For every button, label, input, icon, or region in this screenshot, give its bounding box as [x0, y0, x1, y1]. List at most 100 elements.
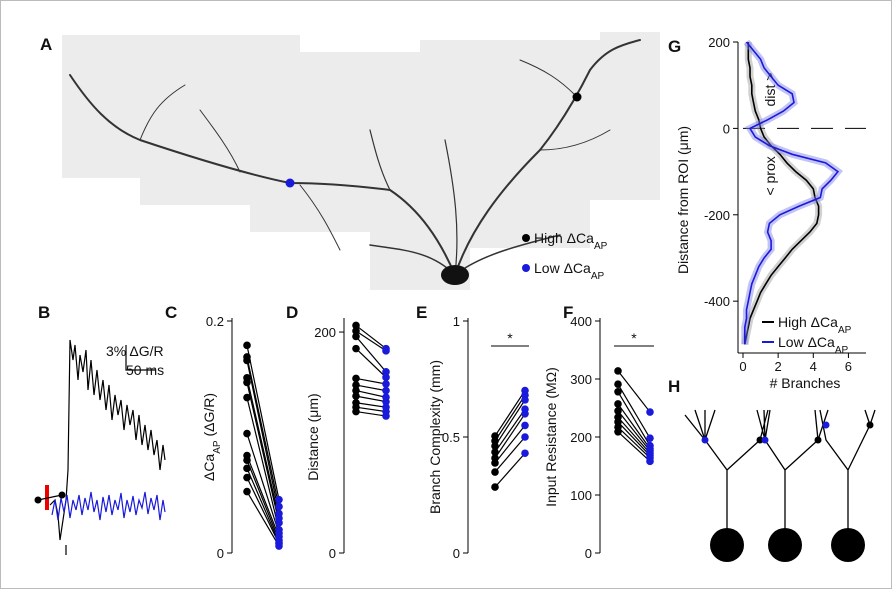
dot: [243, 341, 251, 350]
dot: [614, 427, 622, 436]
dot: [243, 464, 251, 473]
dot: [243, 456, 251, 465]
y-axis-label-unit: (ΔG/R): [201, 393, 217, 437]
scale-y-label: 3% ΔG/R: [106, 343, 164, 359]
legend-label: Low ΔCaAP: [778, 334, 848, 356]
pair-line: [246, 468, 280, 543]
pair-line: [355, 330, 387, 352]
panel-label: D: [286, 303, 298, 322]
dot: [382, 347, 390, 355]
pair-line: [617, 410, 651, 452]
dot: [352, 392, 360, 400]
dot: [491, 448, 499, 456]
y-tick-label: 400: [570, 314, 592, 329]
legend-label-main: Low ΔCa: [778, 334, 835, 350]
panel-label: B: [38, 303, 50, 322]
panel-label: A: [40, 35, 52, 54]
y-axis-label: Distance from ROI (μm): [675, 126, 691, 274]
y-tick-label: 0: [453, 546, 460, 561]
panel-label: C: [165, 303, 177, 322]
dot: [275, 495, 283, 504]
y-tick-label: 200: [314, 325, 336, 340]
pair-line: [494, 399, 526, 447]
dot: [382, 412, 390, 420]
dot: [243, 487, 251, 496]
dot: [491, 459, 499, 467]
pair-line: [246, 356, 280, 507]
y-tick-label: -200: [704, 208, 730, 223]
pair-line: [355, 410, 387, 417]
x-tick-label: 6: [845, 359, 852, 374]
y-tick-label: 0: [723, 121, 730, 136]
y-tick-label: 100: [570, 488, 592, 503]
legend-label-main: Low ΔCa: [534, 260, 591, 276]
line: [744, 41, 840, 345]
y-axis-label: ΔCaAP (ΔG/R): [201, 393, 223, 481]
dot: [614, 400, 622, 408]
pair-line: [246, 345, 280, 500]
schematic-marks: [701, 421, 874, 562]
y-axis-label: Branch Complexity (mm): [427, 360, 443, 514]
dot: [646, 408, 654, 416]
pair-line: [355, 390, 387, 398]
panel-label: G: [668, 37, 681, 56]
pair-line: [494, 413, 526, 459]
dot: [352, 321, 360, 330]
pair-line: [246, 455, 280, 537]
dot: [382, 373, 390, 382]
legend-label-main: High ΔCa: [534, 230, 594, 246]
x-tick-label: 0: [739, 359, 746, 374]
pair-line: [494, 408, 526, 453]
pair-line: [355, 402, 387, 408]
dot: [614, 380, 622, 389]
pair-line: [246, 459, 280, 541]
pair-line: [355, 348, 387, 378]
scale-x-label: 50 ms: [126, 362, 164, 378]
panel-label: E: [416, 303, 427, 322]
x-tick-label: 4: [810, 359, 817, 374]
dot: [614, 407, 622, 415]
dot: [614, 418, 622, 426]
y-tick-label: 0: [329, 546, 336, 561]
legend-label-sub: AP: [591, 271, 605, 282]
dot: [382, 380, 390, 388]
y-tick-label: 200: [570, 430, 592, 445]
pair-line: [355, 406, 387, 413]
pair-line: [246, 397, 280, 530]
dot: [352, 381, 360, 389]
y-tick-label: -400: [704, 294, 730, 309]
legend-label-sub: AP: [838, 325, 852, 336]
dot: [243, 356, 251, 365]
legend-dot: [522, 264, 530, 272]
pair-line: [617, 403, 651, 449]
pair-line: [617, 431, 651, 462]
dot: [243, 429, 251, 438]
pair-line: [246, 491, 280, 547]
micrograph: [62, 32, 660, 290]
dot: [646, 457, 654, 466]
pair-line: [246, 377, 280, 519]
dot: [521, 410, 529, 418]
dot: [243, 393, 251, 402]
dot: [521, 433, 529, 441]
dot: [521, 421, 529, 430]
dot: [614, 387, 622, 396]
dot: [491, 442, 499, 450]
dot: [243, 473, 251, 482]
y-tick-label: 200: [708, 35, 730, 50]
dot: [352, 332, 360, 341]
pair-line: [494, 390, 526, 437]
dot: [491, 483, 499, 491]
region-label: < prox: [762, 156, 778, 195]
pair-line: [494, 425, 526, 464]
y-tick-label: 0.2: [206, 314, 224, 329]
dot: [243, 378, 251, 387]
x-axis-label: # Branches: [770, 375, 841, 391]
dot: [275, 542, 283, 550]
panel-label: H: [668, 377, 680, 396]
pair-line: [617, 383, 651, 439]
dot: [352, 374, 360, 383]
legend-label: High ΔCaAP: [534, 230, 608, 252]
dot: [646, 434, 654, 442]
dot: [352, 344, 360, 353]
